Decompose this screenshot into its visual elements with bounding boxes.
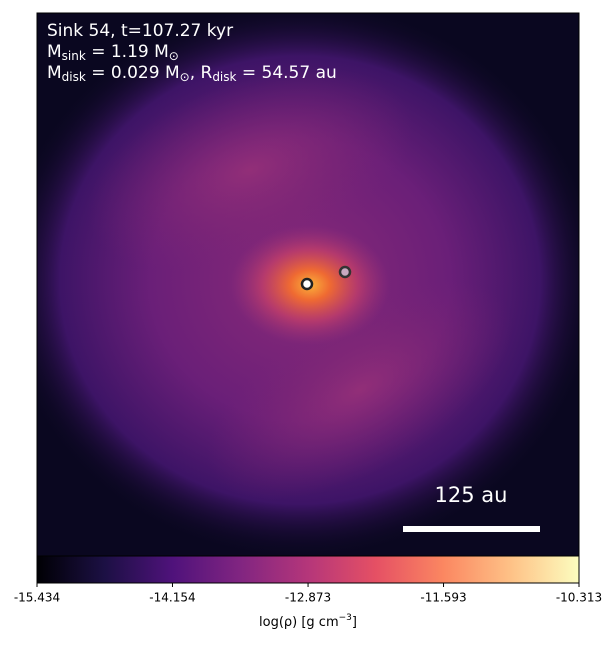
tick-label: -12.873 xyxy=(285,591,331,605)
colorbar-axis: -15.434 -14.154 -12.873 -11.593 -10.313 log(ρ… xyxy=(14,583,602,630)
subscript: disk xyxy=(62,70,86,84)
sink-primary xyxy=(300,277,314,291)
colorbar-label: log(ρ) [g cm−3] xyxy=(259,613,357,630)
tick-label: -10.313 xyxy=(556,591,602,605)
annotation-text: = 1.19 M xyxy=(86,42,169,62)
annotation: Mdisk = 0.029 M⊙, Rdisk = 54.57 au xyxy=(47,63,337,84)
subscript: ⊙ xyxy=(180,70,190,84)
subscript: ⊙ xyxy=(169,49,179,63)
tick-label: -11.593 xyxy=(420,591,466,605)
annotation-text: Sink 54, t=107.27 kyr xyxy=(47,21,233,41)
tick-label: -14.154 xyxy=(149,591,195,605)
sink-secondary xyxy=(338,265,352,279)
subscript: disk xyxy=(212,70,236,84)
annotation-text: M xyxy=(47,42,62,62)
tick-label: -15.434 xyxy=(14,591,60,605)
annotation: Sink 54, t=107.27 kyr xyxy=(47,21,233,41)
density-map xyxy=(37,13,579,556)
colorbar xyxy=(36,555,580,584)
label-text: log(ρ) [g cm xyxy=(259,615,339,630)
scale-bar xyxy=(403,526,540,532)
scale-bar-label: 125 au xyxy=(435,483,508,507)
annotation-text: , R xyxy=(190,63,213,83)
subscript: sink xyxy=(62,49,86,63)
label-text: ] xyxy=(352,615,357,630)
annotation-text: = 54.57 au xyxy=(236,63,336,83)
annotation-text: M xyxy=(47,63,62,83)
annotation: Msink = 1.19 M⊙ xyxy=(47,42,179,63)
superscript: −3 xyxy=(339,613,352,623)
annotation-text: = 0.029 M xyxy=(86,63,180,83)
